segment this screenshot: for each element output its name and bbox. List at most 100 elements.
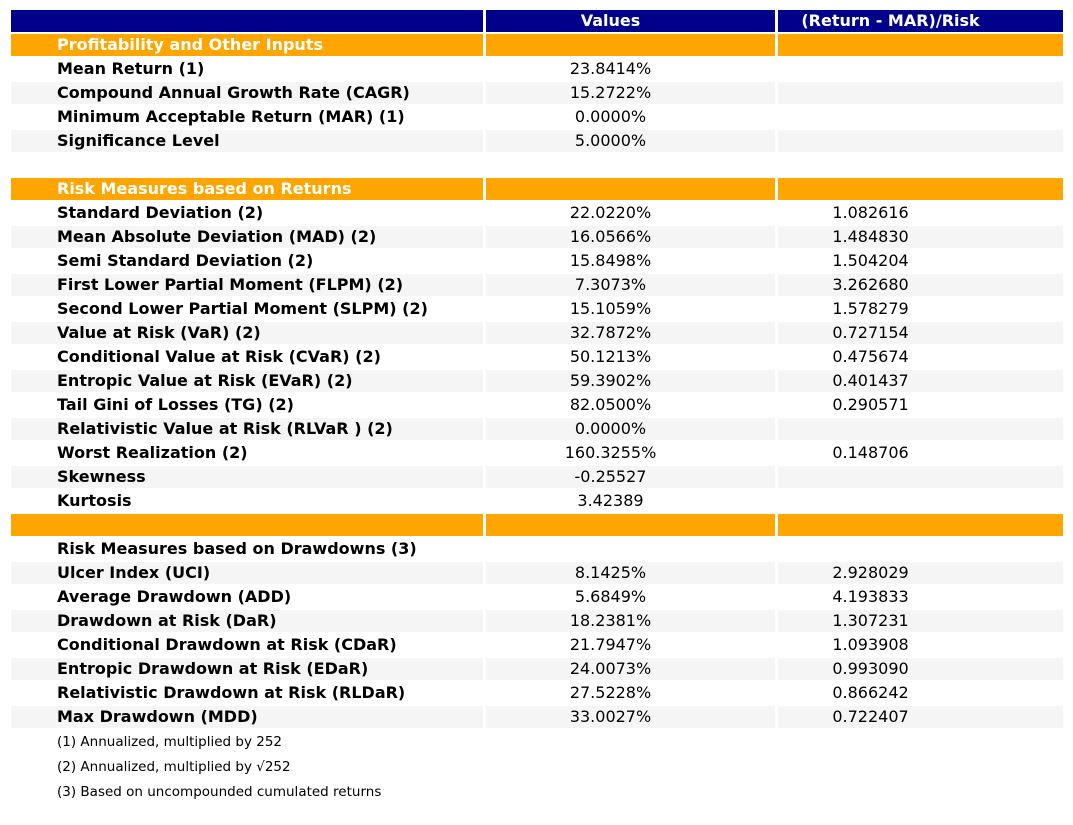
metric-label-cell: Value at Risk (VaR) (2) xyxy=(11,322,483,344)
ratio-cell xyxy=(778,82,1063,104)
header-ratio-cell: (Return - MAR)/Risk xyxy=(778,10,1063,32)
ratio-cell xyxy=(778,466,1063,488)
ratio-cell xyxy=(778,154,1063,176)
metric-label-cell xyxy=(11,514,483,536)
value-cell: 160.3255% xyxy=(486,442,775,464)
value-cell: 22.0220% xyxy=(486,202,775,224)
table-row: First Lower Partial Moment (FLPM) (2) 7.3… xyxy=(11,274,1063,296)
metric-label-cell: First Lower Partial Moment (FLPM) (2) xyxy=(11,274,483,296)
table-row: Conditional Value at Risk (CVaR) (2) 50.1… xyxy=(11,346,1063,368)
value-cell: 0.0000% xyxy=(486,106,775,128)
table-footnotes: (1) Annualized, multiplied by 252 (2) Ann… xyxy=(11,730,1063,805)
metric-label-cell: Worst Realization (2) xyxy=(11,442,483,464)
table-row: Semi Standard Deviation (2) 15.8498% 1.504… xyxy=(11,250,1063,272)
value-cell: 15.8498% xyxy=(486,250,775,272)
table-row: Significance Level 5.0000% xyxy=(11,130,1063,152)
table-row: Minimum Acceptable Return (MAR) (1) 0.000… xyxy=(11,106,1063,128)
value-cell: 15.1059% xyxy=(486,298,775,320)
table-row: Max Drawdown (MDD) 33.0027% 0.722407 xyxy=(11,706,1063,728)
table-row: Ulcer Index (UCI) 8.1425% 2.928029 xyxy=(11,562,1063,584)
value-cell: 21.7947% xyxy=(486,634,775,656)
table-row: Skewness -0.25527 xyxy=(11,466,1063,488)
metric-label-cell: Conditional Drawdown at Risk (CDaR) xyxy=(11,634,483,656)
ratio-cell xyxy=(778,178,1063,200)
ratio-cell xyxy=(778,58,1063,80)
metric-label-cell: Significance Level xyxy=(11,130,483,152)
metric-label-cell: Semi Standard Deviation (2) xyxy=(11,250,483,272)
metric-label-cell: Minimum Acceptable Return (MAR) (1) xyxy=(11,106,483,128)
table-row: Value at Risk (VaR) (2) 32.7872% 0.727154 xyxy=(11,322,1063,344)
metric-label-cell: Compound Annual Growth Rate (CAGR) xyxy=(11,82,483,104)
table-row: Tail Gini of Losses (TG) (2) 82.0500% 0.29… xyxy=(11,394,1063,416)
ratio-cell: 4.193833 xyxy=(778,586,1063,608)
value-cell: 16.0566% xyxy=(486,226,775,248)
value-cell: 24.0073% xyxy=(486,658,775,680)
table-body: Profitability and Other Inputs Mean Retur… xyxy=(11,34,1063,728)
table-row: Entropic Value at Risk (EVaR) (2) 59.3902… xyxy=(11,370,1063,392)
ratio-cell: 0.290571 xyxy=(778,394,1063,416)
table-row: Second Lower Partial Moment (SLPM) (2) 15… xyxy=(11,298,1063,320)
metric-label-cell: Relativistic Value at Risk (RLVaR ) (2) xyxy=(11,418,483,440)
table-row: Entropic Drawdown at Risk (EDaR) 24.0073%… xyxy=(11,658,1063,680)
metric-label-cell: Average Drawdown (ADD) xyxy=(11,586,483,608)
value-cell: 50.1213% xyxy=(486,346,775,368)
metric-label-cell: Mean Absolute Deviation (MAD) (2) xyxy=(11,226,483,248)
ratio-cell: 1.484830 xyxy=(778,226,1063,248)
value-cell: 82.0500% xyxy=(486,394,775,416)
table-row: Standard Deviation (2) 22.0220% 1.082616 xyxy=(11,202,1063,224)
metric-label-cell: Kurtosis xyxy=(11,490,483,512)
table-row: Drawdown at Risk (DaR) 18.2381% 1.307231 xyxy=(11,610,1063,632)
value-cell: 15.2722% xyxy=(486,82,775,104)
value-cell xyxy=(486,514,775,536)
section-row: Profitability and Other Inputs xyxy=(11,34,1063,56)
ratio-cell xyxy=(778,514,1063,536)
table-row: Kurtosis 3.42389 xyxy=(11,490,1063,512)
table-row: Relativistic Drawdown at Risk (RLDaR) 27.… xyxy=(11,682,1063,704)
table-row: Relativistic Value at Risk (RLVaR ) (2) 0… xyxy=(11,418,1063,440)
metric-label-cell: Entropic Value at Risk (EVaR) (2) xyxy=(11,370,483,392)
section-row xyxy=(11,514,1063,536)
ratio-cell xyxy=(778,34,1063,56)
metric-label-cell: Max Drawdown (MDD) xyxy=(11,706,483,728)
metric-label-cell: Entropic Drawdown at Risk (EDaR) xyxy=(11,658,483,680)
section-row: Risk Measures based on Returns xyxy=(11,178,1063,200)
value-cell xyxy=(486,154,775,176)
ratio-cell xyxy=(778,490,1063,512)
ratio-cell: 2.928029 xyxy=(778,562,1063,584)
ratio-cell xyxy=(778,418,1063,440)
metric-label-cell: Risk Measures based on Drawdowns (3) xyxy=(11,538,483,560)
metric-label-cell: Drawdown at Risk (DaR) xyxy=(11,610,483,632)
value-cell: 5.6849% xyxy=(486,586,775,608)
metric-label-cell xyxy=(11,154,483,176)
ratio-cell: 1.578279 xyxy=(778,298,1063,320)
ratio-cell: 3.262680 xyxy=(778,274,1063,296)
metric-label-cell: Profitability and Other Inputs xyxy=(11,34,483,56)
value-cell: 18.2381% xyxy=(486,610,775,632)
value-cell: 7.3073% xyxy=(486,274,775,296)
table-row xyxy=(11,154,1063,176)
table-header-row: Values (Return - MAR)/Risk xyxy=(11,10,1063,32)
ratio-cell: 1.504204 xyxy=(778,250,1063,272)
table-row: Mean Return (1) 23.8414% xyxy=(11,58,1063,80)
metric-label-cell: Risk Measures based on Returns xyxy=(11,178,483,200)
metric-label-cell: Relativistic Drawdown at Risk (RLDaR) xyxy=(11,682,483,704)
metric-label-cell: Skewness xyxy=(11,466,483,488)
ratio-cell: 0.866242 xyxy=(778,682,1063,704)
value-cell: 32.7872% xyxy=(486,322,775,344)
value-cell: 23.8414% xyxy=(486,58,775,80)
value-cell: -0.25527 xyxy=(486,466,775,488)
table-row: Compound Annual Growth Rate (CAGR) 15.272… xyxy=(11,82,1063,104)
ratio-cell: 0.475674 xyxy=(778,346,1063,368)
value-cell: 27.5228% xyxy=(486,682,775,704)
ratio-cell xyxy=(778,538,1063,560)
header-values-cell: Values xyxy=(486,10,775,32)
value-cell: 3.42389 xyxy=(486,490,775,512)
table-row: Risk Measures based on Drawdowns (3) xyxy=(11,538,1063,560)
ratio-cell xyxy=(778,130,1063,152)
metric-label-cell: Second Lower Partial Moment (SLPM) (2) xyxy=(11,298,483,320)
value-cell: 8.1425% xyxy=(486,562,775,584)
table-row: Mean Absolute Deviation (MAD) (2) 16.0566… xyxy=(11,226,1063,248)
ratio-cell: 1.093908 xyxy=(778,634,1063,656)
footnote: (3) Based on uncompounded cumulated retu… xyxy=(57,784,382,800)
metric-label-cell: Standard Deviation (2) xyxy=(11,202,483,224)
